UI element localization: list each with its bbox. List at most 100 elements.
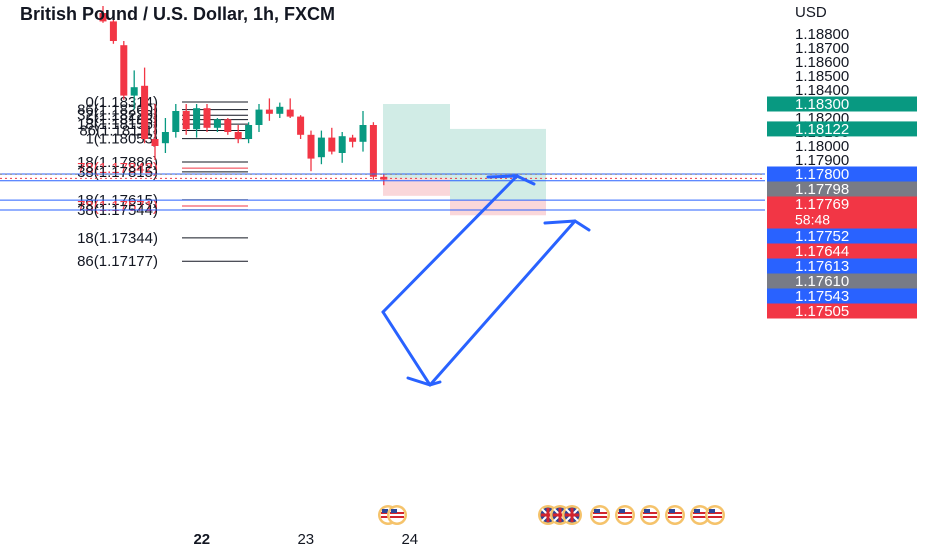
- flag-stripe: [618, 516, 632, 518]
- candle-body: [369, 125, 377, 177]
- candle-body: [317, 137, 325, 158]
- candle-15[interactable]: [255, 104, 263, 132]
- horizontal-lines[interactable]: [0, 173, 765, 211]
- economic-events[interactable]: [378, 505, 725, 525]
- candle-body: [203, 108, 211, 128]
- candle-24[interactable]: [349, 134, 357, 148]
- price-badge-10[interactable]: 1.17505: [767, 303, 917, 320]
- profit-zone-2[interactable]: [450, 128, 546, 201]
- candle-body: [234, 132, 242, 139]
- us-event-icon-6[interactable]: [665, 505, 685, 525]
- profit-zone-1[interactable]: [383, 104, 450, 179]
- price-badge-0[interactable]: 1.18300: [767, 96, 917, 113]
- candlestick-series[interactable]: [99, 6, 388, 186]
- candle-19[interactable]: [297, 115, 305, 139]
- candle-26[interactable]: [369, 122, 377, 180]
- fib-lower-label-0: 18(1.17886): [77, 154, 158, 171]
- price-badge-label: 1.17798: [795, 181, 849, 198]
- candle-27[interactable]: [380, 174, 388, 186]
- candle-22[interactable]: [328, 127, 336, 155]
- price-tick-0: 1.18800: [795, 26, 849, 43]
- time-label-0: 22: [193, 531, 210, 548]
- flag-canton: [619, 509, 625, 513]
- uk-event-icon-3[interactable]: [562, 505, 582, 525]
- candle-8[interactable]: [182, 104, 190, 135]
- price-badge-label: 1.17644: [795, 243, 849, 260]
- price-badge-7[interactable]: 1.17613: [767, 258, 917, 275]
- us-event-icon-4[interactable]: [615, 505, 635, 525]
- candle-10[interactable]: [203, 104, 211, 132]
- candle-9[interactable]: [193, 104, 201, 138]
- price-badge-6[interactable]: 1.17644: [767, 243, 917, 260]
- candle-11[interactable]: [213, 118, 221, 132]
- price-badge-1[interactable]: 1.18122: [767, 121, 917, 138]
- candle-18[interactable]: [286, 98, 294, 118]
- price-badge-8[interactable]: 1.17610: [767, 273, 917, 290]
- price-badge-9[interactable]: 1.17543: [767, 288, 917, 305]
- us-event-icon-3[interactable]: [590, 505, 610, 525]
- price-badge-5[interactable]: 1.17752: [767, 228, 917, 245]
- candle-body: [265, 109, 273, 114]
- us-event-icon-5[interactable]: [640, 505, 660, 525]
- flag-canton: [694, 509, 700, 513]
- arrow-down[interactable]: [381, 310, 432, 387]
- candle-0[interactable]: [99, 6, 107, 23]
- risk-reward-zones[interactable]: [383, 104, 546, 216]
- candle-21[interactable]: [317, 130, 325, 165]
- flag-canton: [669, 509, 675, 513]
- price-badge-bg: [767, 258, 917, 274]
- currency-label: USD: [795, 4, 827, 21]
- fib-lower-label-2: 38(1.17815): [77, 164, 158, 181]
- flag-stripe: [708, 516, 722, 518]
- fibonacci-levels[interactable]: 0(1.18314)86(1.18260)32(1.18220)5(1.1818…: [77, 94, 248, 270]
- candle-13[interactable]: [234, 125, 242, 144]
- flag-stripe: [643, 516, 657, 518]
- projection-arrows[interactable]: [381, 174, 591, 387]
- candle-23[interactable]: [338, 132, 346, 163]
- candle-7[interactable]: [172, 104, 180, 138]
- candle-12[interactable]: [224, 118, 232, 135]
- arrow-up-2[interactable]: [428, 219, 577, 387]
- candle-body: [276, 106, 284, 114]
- candle-body: [213, 119, 221, 128]
- us-event-icon-2[interactable]: [387, 505, 407, 525]
- price-tick-2: 1.18600: [795, 54, 849, 71]
- fib-upper-label-4: 18(1.18156): [77, 116, 158, 133]
- price-badge-bg: [767, 181, 917, 197]
- candle-14[interactable]: [245, 122, 253, 144]
- price-badge-2[interactable]: 1.17800: [767, 166, 917, 183]
- candle-2[interactable]: [120, 41, 128, 100]
- arrow-up-1[interactable]: [381, 174, 519, 314]
- candle-25[interactable]: [359, 111, 367, 152]
- candle-20[interactable]: [307, 130, 315, 172]
- price-badge-bg: [767, 96, 917, 112]
- price-badge-bg: [767, 166, 917, 182]
- stop-zone-2[interactable]: [450, 200, 546, 216]
- time-axis[interactable]: 22 23 24: [193, 531, 418, 548]
- price-badge-3[interactable]: 1.17798: [767, 181, 917, 198]
- fib-upper-label-3: 5(1.18188): [85, 112, 158, 129]
- price-badge-bg: [767, 121, 917, 137]
- candle-body: [120, 45, 128, 96]
- price-badge-label: 1.17505: [795, 303, 849, 320]
- candle-3[interactable]: [130, 70, 138, 110]
- chart-title: British Pound / U.S. Dollar, 1h, FXCM: [20, 4, 335, 24]
- candle-body: [130, 87, 138, 96]
- candle-5[interactable]: [151, 104, 159, 160]
- candle-6[interactable]: [161, 118, 169, 153]
- candle-1[interactable]: [109, 17, 117, 44]
- fib-lower-label-7: 86(1.17177): [77, 253, 158, 270]
- price-badge-bg: [767, 303, 917, 319]
- us-event-icon-8[interactable]: [705, 505, 725, 525]
- stop-zone-1[interactable]: [383, 178, 450, 196]
- candle-17[interactable]: [276, 102, 284, 118]
- chart-grid: [0, 0, 765, 550]
- price-tick-1: 1.18700: [795, 40, 849, 57]
- candle-4[interactable]: [141, 67, 149, 144]
- flag-canton: [709, 509, 715, 513]
- price-axis[interactable]: 1.188001.187001.186001.185001.184001.182…: [765, 0, 932, 550]
- us-event-icon-7[interactable]: [690, 505, 710, 525]
- candle-16[interactable]: [265, 98, 273, 121]
